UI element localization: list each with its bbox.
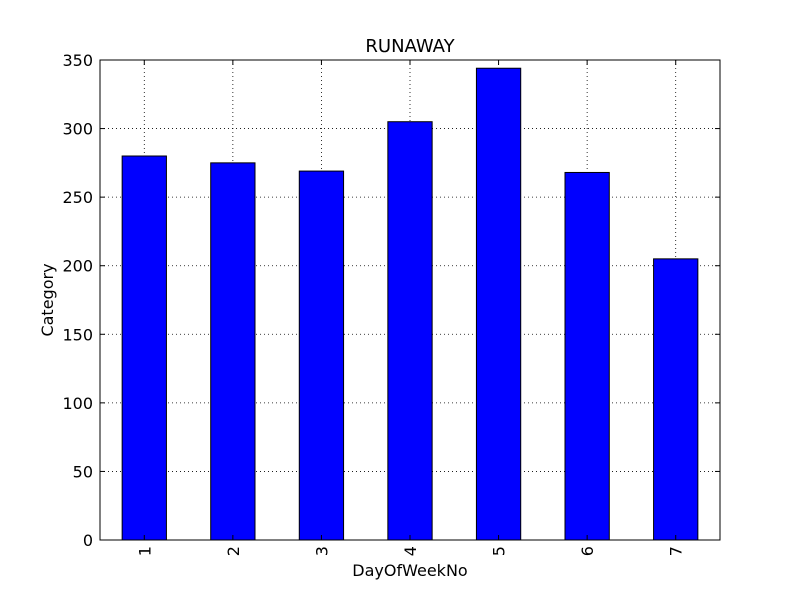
bar-5 bbox=[475, 67, 522, 541]
y-tick-label: 0 bbox=[83, 531, 93, 550]
chart-title: RUNAWAY bbox=[365, 36, 455, 57]
x-tick-label: 2 bbox=[224, 546, 243, 556]
bar-4 bbox=[387, 121, 433, 541]
x-tick-label: 4 bbox=[401, 546, 420, 556]
x-tick-label: 5 bbox=[490, 546, 509, 556]
y-tick-label: 150 bbox=[62, 325, 93, 344]
ticks-layer bbox=[100, 59, 720, 541]
bar-1 bbox=[121, 155, 167, 541]
x-axis-label: DayOfWeekNo bbox=[352, 561, 467, 580]
bars-layer bbox=[121, 67, 699, 541]
y-tick-label: 300 bbox=[62, 120, 93, 139]
bar-6 bbox=[564, 171, 610, 541]
y-tick-label: 350 bbox=[62, 51, 93, 70]
bar-3 bbox=[298, 170, 345, 541]
y-tick-label: 250 bbox=[62, 188, 93, 207]
x-tick-label: 3 bbox=[312, 546, 331, 556]
bar-2 bbox=[210, 162, 256, 541]
y-tick-label: 100 bbox=[62, 394, 93, 413]
x-tick-label: 7 bbox=[667, 546, 686, 556]
labels-layer: 0 50 100 150 200 250 300 350 1 2 3 4 5 6 7 bbox=[62, 51, 685, 556]
x-tick-label: 1 bbox=[135, 546, 154, 556]
y-tick-label: 50 bbox=[73, 462, 93, 481]
y-tick-label: 200 bbox=[62, 257, 93, 276]
bar-7 bbox=[653, 258, 699, 541]
y-axis-label: Category bbox=[38, 263, 57, 336]
x-tick-label: 6 bbox=[578, 546, 597, 556]
